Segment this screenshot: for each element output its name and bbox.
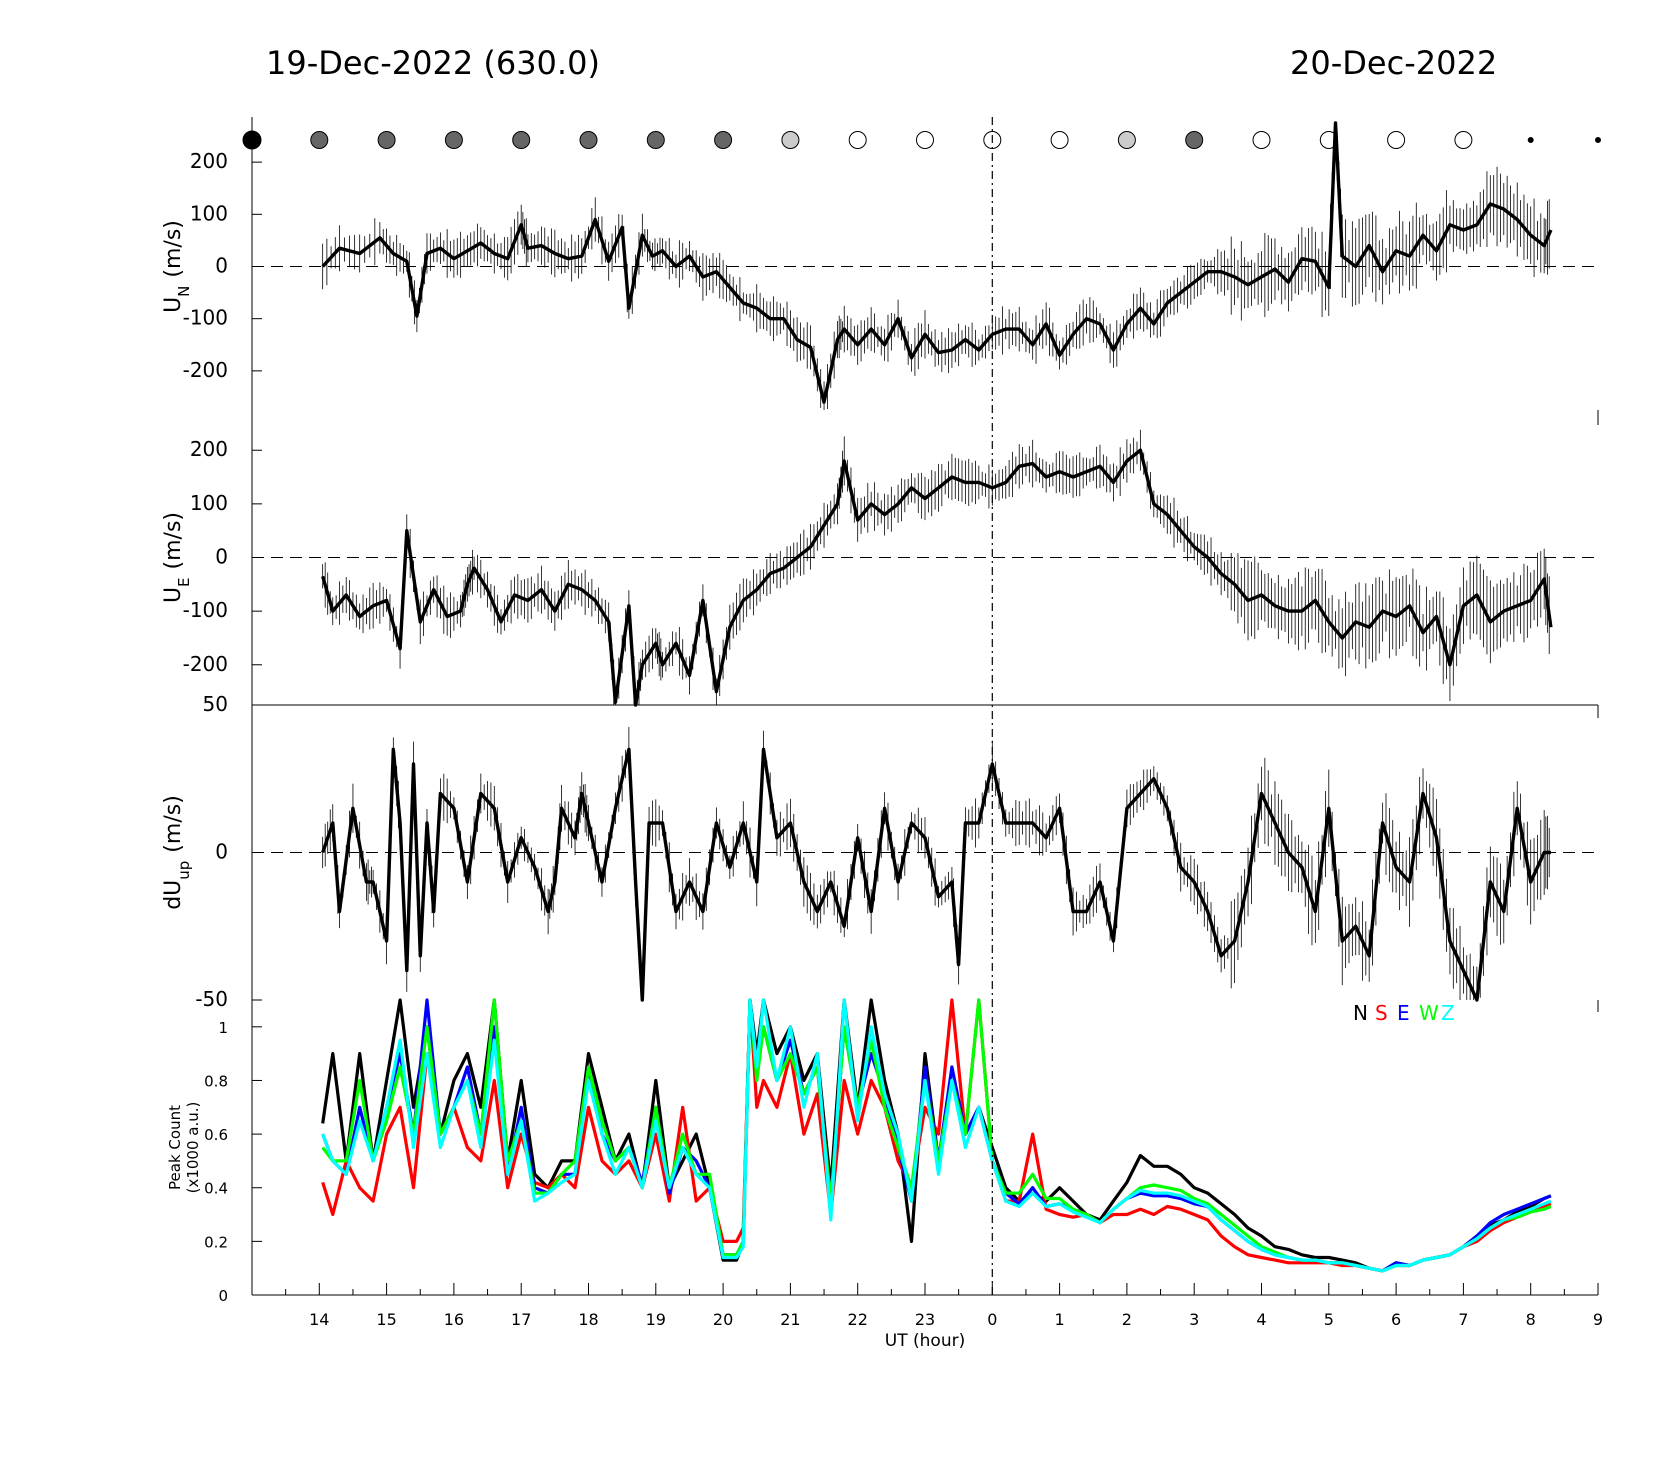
moon-marker (1185, 131, 1204, 149)
x-tick-label: 22 (848, 1310, 868, 1329)
x-tick-label: 17 (511, 1310, 531, 1329)
y-tick-label: -50 (195, 987, 228, 1011)
x-tick-label: 23 (915, 1310, 935, 1329)
x-tick-label: 19 (646, 1310, 666, 1329)
y-tick-label: 0.2 (204, 1233, 228, 1251)
legend-item: W (1419, 1001, 1439, 1025)
x-tick-label: 5 (1324, 1310, 1334, 1329)
moon-marker (714, 131, 733, 149)
y-tick-label: 100 (190, 201, 228, 225)
moon-marker (310, 131, 329, 149)
x-tick-label: 20 (713, 1310, 733, 1329)
y-tick-label: 50 (203, 692, 228, 716)
moon-markers (242, 130, 1601, 150)
panel-un: 200 100 0 -100 -200 UN(m/s) (161, 121, 1598, 410)
moon-marker (1527, 137, 1534, 143)
x-tick-label: 2 (1122, 1310, 1132, 1329)
moon-marker (444, 131, 463, 149)
x-tick-label: 4 (1256, 1310, 1266, 1329)
moon-marker (1252, 131, 1271, 149)
x-tick-label: 21 (780, 1310, 800, 1329)
x-tick-label: 0 (987, 1310, 997, 1329)
y-tick-label: 0 (215, 254, 228, 278)
moon-marker (377, 131, 396, 149)
panel-peak-count: 1 0.8 0.6 0.4 0.2 0 Peak Count (x1000 a.u.) (166, 998, 1552, 1305)
error-bars (322, 726, 1550, 1000)
y-tick-label: 0 (215, 545, 228, 569)
series-line (321, 121, 1553, 404)
y-tick-label: 1 (218, 1019, 228, 1037)
moon-marker (512, 131, 531, 149)
panel-ue: 200 100 0 -100 -200 UE(m/s) (161, 429, 1598, 707)
moon-marker (1117, 131, 1136, 149)
moon-marker (848, 131, 867, 149)
series-line (321, 747, 1551, 1002)
moon-marker (646, 131, 665, 149)
y-tick-label: -100 (183, 598, 228, 622)
y-tick-label: -200 (183, 358, 228, 382)
y-tick-label: 0.4 (204, 1180, 228, 1198)
y-tick-label: -100 (183, 306, 228, 330)
error-bars (322, 429, 1550, 705)
legend-item: N (1353, 1001, 1368, 1025)
y-axis-label-2: (x1000 a.u.) (184, 1102, 202, 1194)
y-tick-label: 200 (190, 149, 228, 173)
legend-item: Z (1441, 1001, 1455, 1025)
legend-item: E (1397, 1001, 1410, 1025)
x-tick-label: 9 (1593, 1310, 1603, 1329)
y-tick-label: 100 (190, 491, 228, 515)
series-line (321, 998, 1552, 1273)
x-tick-label: 7 (1458, 1310, 1468, 1329)
y-tick-label: -200 (183, 652, 228, 676)
x-tick-label: 6 (1391, 1310, 1401, 1329)
y-axis-label: UE(m/s) (161, 512, 193, 603)
y-tick-label: 200 (190, 437, 228, 461)
axes-frame: 14 15 16 17 18 19 20 21 22 23 0 1 2 3 4 5 6 7 8 9UT (hour) (251, 117, 1603, 1351)
right-date-title: 20-Dec-2022 (1290, 44, 1498, 82)
y-axis-label: UN(m/s) (161, 220, 193, 313)
y-tick-label: 0 (218, 1287, 228, 1305)
y-tick-label: 0.6 (204, 1126, 228, 1144)
x-tick-label: 3 (1189, 1310, 1199, 1329)
x-tick-label: 15 (376, 1310, 396, 1329)
legend-item: S (1375, 1001, 1388, 1025)
moon-marker (781, 131, 800, 149)
y-tick-label: 0.8 (204, 1072, 228, 1090)
x-tick-label: 18 (578, 1310, 598, 1329)
x-axis-label: UT (hour) (885, 1331, 965, 1351)
y-tick-label: 0 (215, 840, 228, 864)
x-tick-label: 8 (1526, 1310, 1536, 1329)
moon-marker (579, 131, 598, 149)
moon-marker (916, 131, 934, 149)
x-tick-label: 16 (444, 1310, 464, 1329)
series-line (321, 448, 1553, 707)
moon-marker (1595, 137, 1601, 143)
moon-marker (1387, 131, 1406, 149)
left-date-title: 19-Dec-2022 (630.0) (266, 44, 600, 82)
moon-marker (1050, 131, 1069, 149)
moon-marker (1454, 131, 1473, 149)
series-line (321, 998, 1552, 1273)
panel-dup: 50 0 -50 dUup(m/s) (161, 692, 1598, 1011)
x-tick-label: 14 (309, 1310, 329, 1329)
x-tick-label: 1 (1055, 1310, 1065, 1329)
y-axis-label: dUup(m/s) (161, 795, 193, 910)
y-axis-label: Peak Count (166, 1105, 184, 1190)
